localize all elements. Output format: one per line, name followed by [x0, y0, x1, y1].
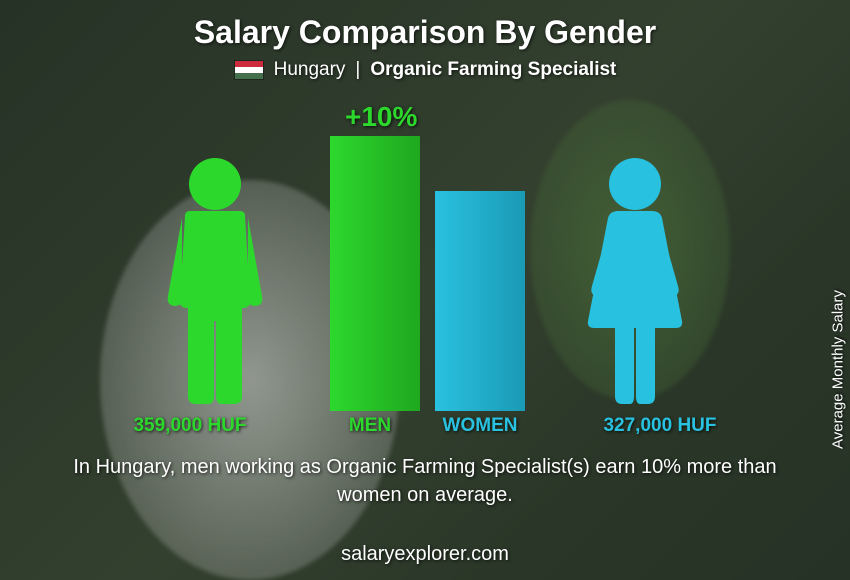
- men-salary-value: 359,000 HUF: [65, 415, 315, 437]
- job-title-label: Organic Farming Specialist: [370, 59, 616, 81]
- male-person-icon: [150, 156, 280, 411]
- percentage-difference: +10%: [345, 101, 417, 133]
- separator: |: [355, 59, 360, 81]
- chart-bottom-labels: 359,000 HUF MEN WOMEN 327,000 HUF: [65, 411, 785, 441]
- infographic-container: Salary Comparison By Gender Hungary | Or…: [0, 0, 850, 580]
- women-label: WOMEN: [425, 415, 535, 437]
- description-text: In Hungary, men working as Organic Farmi…: [0, 453, 850, 509]
- page-title: Salary Comparison By Gender: [0, 0, 850, 51]
- footer-source: salaryexplorer.com: [0, 543, 850, 566]
- y-axis-label: Average Monthly Salary: [830, 290, 847, 449]
- men-label: MEN: [315, 415, 425, 437]
- country-label: Hungary: [274, 59, 346, 81]
- women-bar: [435, 191, 525, 411]
- men-bar: [330, 136, 420, 411]
- hungary-flag-icon: [234, 60, 264, 80]
- women-salary-value: 327,000 HUF: [535, 415, 785, 437]
- comparison-chart: +10% 359,000 HUF MEN W: [65, 101, 785, 441]
- subtitle-row: Hungary | Organic Farming Specialist: [0, 59, 850, 81]
- female-person-icon: [570, 156, 700, 411]
